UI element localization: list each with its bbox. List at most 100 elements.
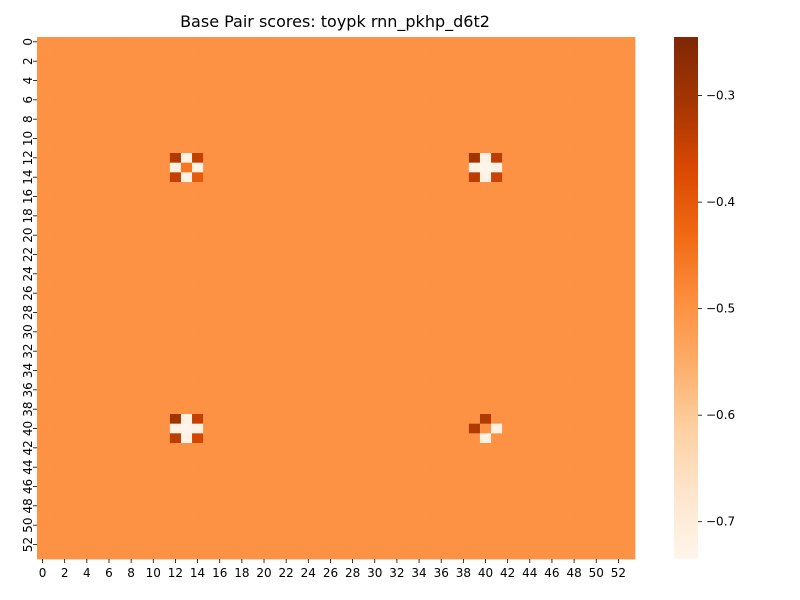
heatmap-cell (324, 414, 337, 425)
heatmap-cell (136, 46, 149, 57)
heatmap-cell (612, 549, 625, 560)
heatmap-cell (114, 462, 126, 473)
heatmap-cell (103, 481, 115, 492)
heatmap-cell (103, 317, 115, 328)
heatmap-cell (225, 143, 237, 154)
heatmap-cell (579, 153, 592, 164)
heatmap-cell (546, 520, 558, 531)
heatmap-cell (612, 443, 625, 454)
heatmap-cell (468, 443, 481, 454)
heatmap-cell (491, 75, 503, 86)
heatmap-cell (380, 462, 392, 473)
heatmap-cell (92, 133, 104, 144)
heatmap-cell (546, 66, 558, 77)
heatmap-cell (336, 298, 348, 309)
heatmap-cell (70, 462, 82, 473)
heatmap-cell (225, 182, 237, 193)
heatmap-cell (413, 201, 425, 212)
heatmap-cell (380, 327, 392, 338)
heatmap-cell (502, 240, 514, 251)
heatmap-cell (623, 133, 636, 144)
heatmap-cell (369, 539, 381, 550)
heatmap-cell (302, 211, 315, 222)
heatmap-cell (48, 95, 60, 106)
heatmap-cell (380, 172, 392, 183)
heatmap-cell (59, 365, 71, 376)
heatmap-cell (114, 404, 126, 415)
heatmap-cell (579, 539, 592, 550)
heatmap-cell (324, 462, 337, 473)
heatmap-cell (37, 327, 49, 338)
heatmap-cell (247, 75, 259, 86)
heatmap-cell (347, 501, 359, 512)
heatmap-cell (491, 288, 503, 299)
heatmap-cell (203, 327, 215, 338)
heatmap-cell (380, 85, 392, 96)
heatmap-cell (601, 191, 614, 202)
heatmap-cell (513, 549, 525, 560)
heatmap-cell (125, 539, 138, 550)
heatmap-cell (468, 249, 481, 260)
heatmap-cell (513, 433, 525, 444)
heatmap-cell (457, 220, 470, 231)
heatmap-cell (457, 211, 470, 222)
heatmap-cell (180, 95, 193, 106)
heatmap-cell (114, 85, 126, 96)
heatmap-cell (81, 66, 93, 77)
heatmap-cell (579, 85, 592, 96)
heatmap-cell (347, 153, 359, 164)
heatmap-cell (468, 230, 481, 241)
heatmap-cell (236, 491, 248, 502)
heatmap-cell (513, 259, 525, 270)
heatmap-cell (358, 211, 370, 222)
heatmap-cell (125, 124, 138, 135)
heatmap-cell (601, 85, 614, 96)
heatmap-cell (214, 356, 226, 367)
heatmap-cell (347, 75, 359, 86)
heatmap-cell (236, 191, 248, 202)
heatmap-cell (413, 462, 425, 473)
heatmap-cell (623, 385, 636, 396)
heatmap-cell (302, 288, 315, 299)
heatmap-cell (81, 162, 93, 173)
heatmap-cell (568, 491, 580, 502)
heatmap-cell (169, 162, 182, 173)
heatmap-cell (225, 95, 237, 106)
heatmap-cell (369, 327, 381, 338)
heatmap-cell (247, 153, 259, 164)
heatmap-cell (424, 114, 437, 125)
heatmap-cell (402, 211, 414, 222)
heatmap-cell (147, 104, 160, 115)
heatmap-cell (413, 539, 425, 550)
heatmap-cell (258, 298, 270, 309)
heatmap-cell (424, 201, 437, 212)
heatmap-cell (424, 172, 437, 183)
heatmap-cell (147, 75, 160, 86)
heatmap-cell (391, 46, 403, 57)
heatmap-cell (347, 259, 359, 270)
heatmap-cell (557, 491, 569, 502)
heatmap-cell (557, 162, 569, 173)
heatmap-cell (347, 249, 359, 260)
heatmap-cell (623, 56, 636, 67)
heatmap-cell (247, 336, 259, 347)
heatmap-cell (103, 278, 115, 289)
heatmap-cell (579, 443, 592, 454)
heatmap-cell (37, 394, 49, 405)
heatmap-cell (590, 75, 603, 86)
heatmap-cell (491, 269, 503, 280)
heatmap-cell (347, 182, 359, 193)
heatmap-cell (103, 327, 115, 338)
heatmap-cell (612, 201, 625, 212)
heatmap-cell (59, 133, 71, 144)
heatmap-cell (59, 433, 71, 444)
heatmap-cell (612, 501, 625, 512)
heatmap-cell (590, 365, 603, 376)
heatmap-cell (169, 327, 182, 338)
heatmap-cell (214, 433, 226, 444)
heatmap-cell (380, 298, 392, 309)
heatmap-cell (491, 327, 503, 338)
heatmap-cell (247, 394, 259, 405)
heatmap-cell (291, 365, 304, 376)
heatmap-cell (446, 298, 459, 309)
